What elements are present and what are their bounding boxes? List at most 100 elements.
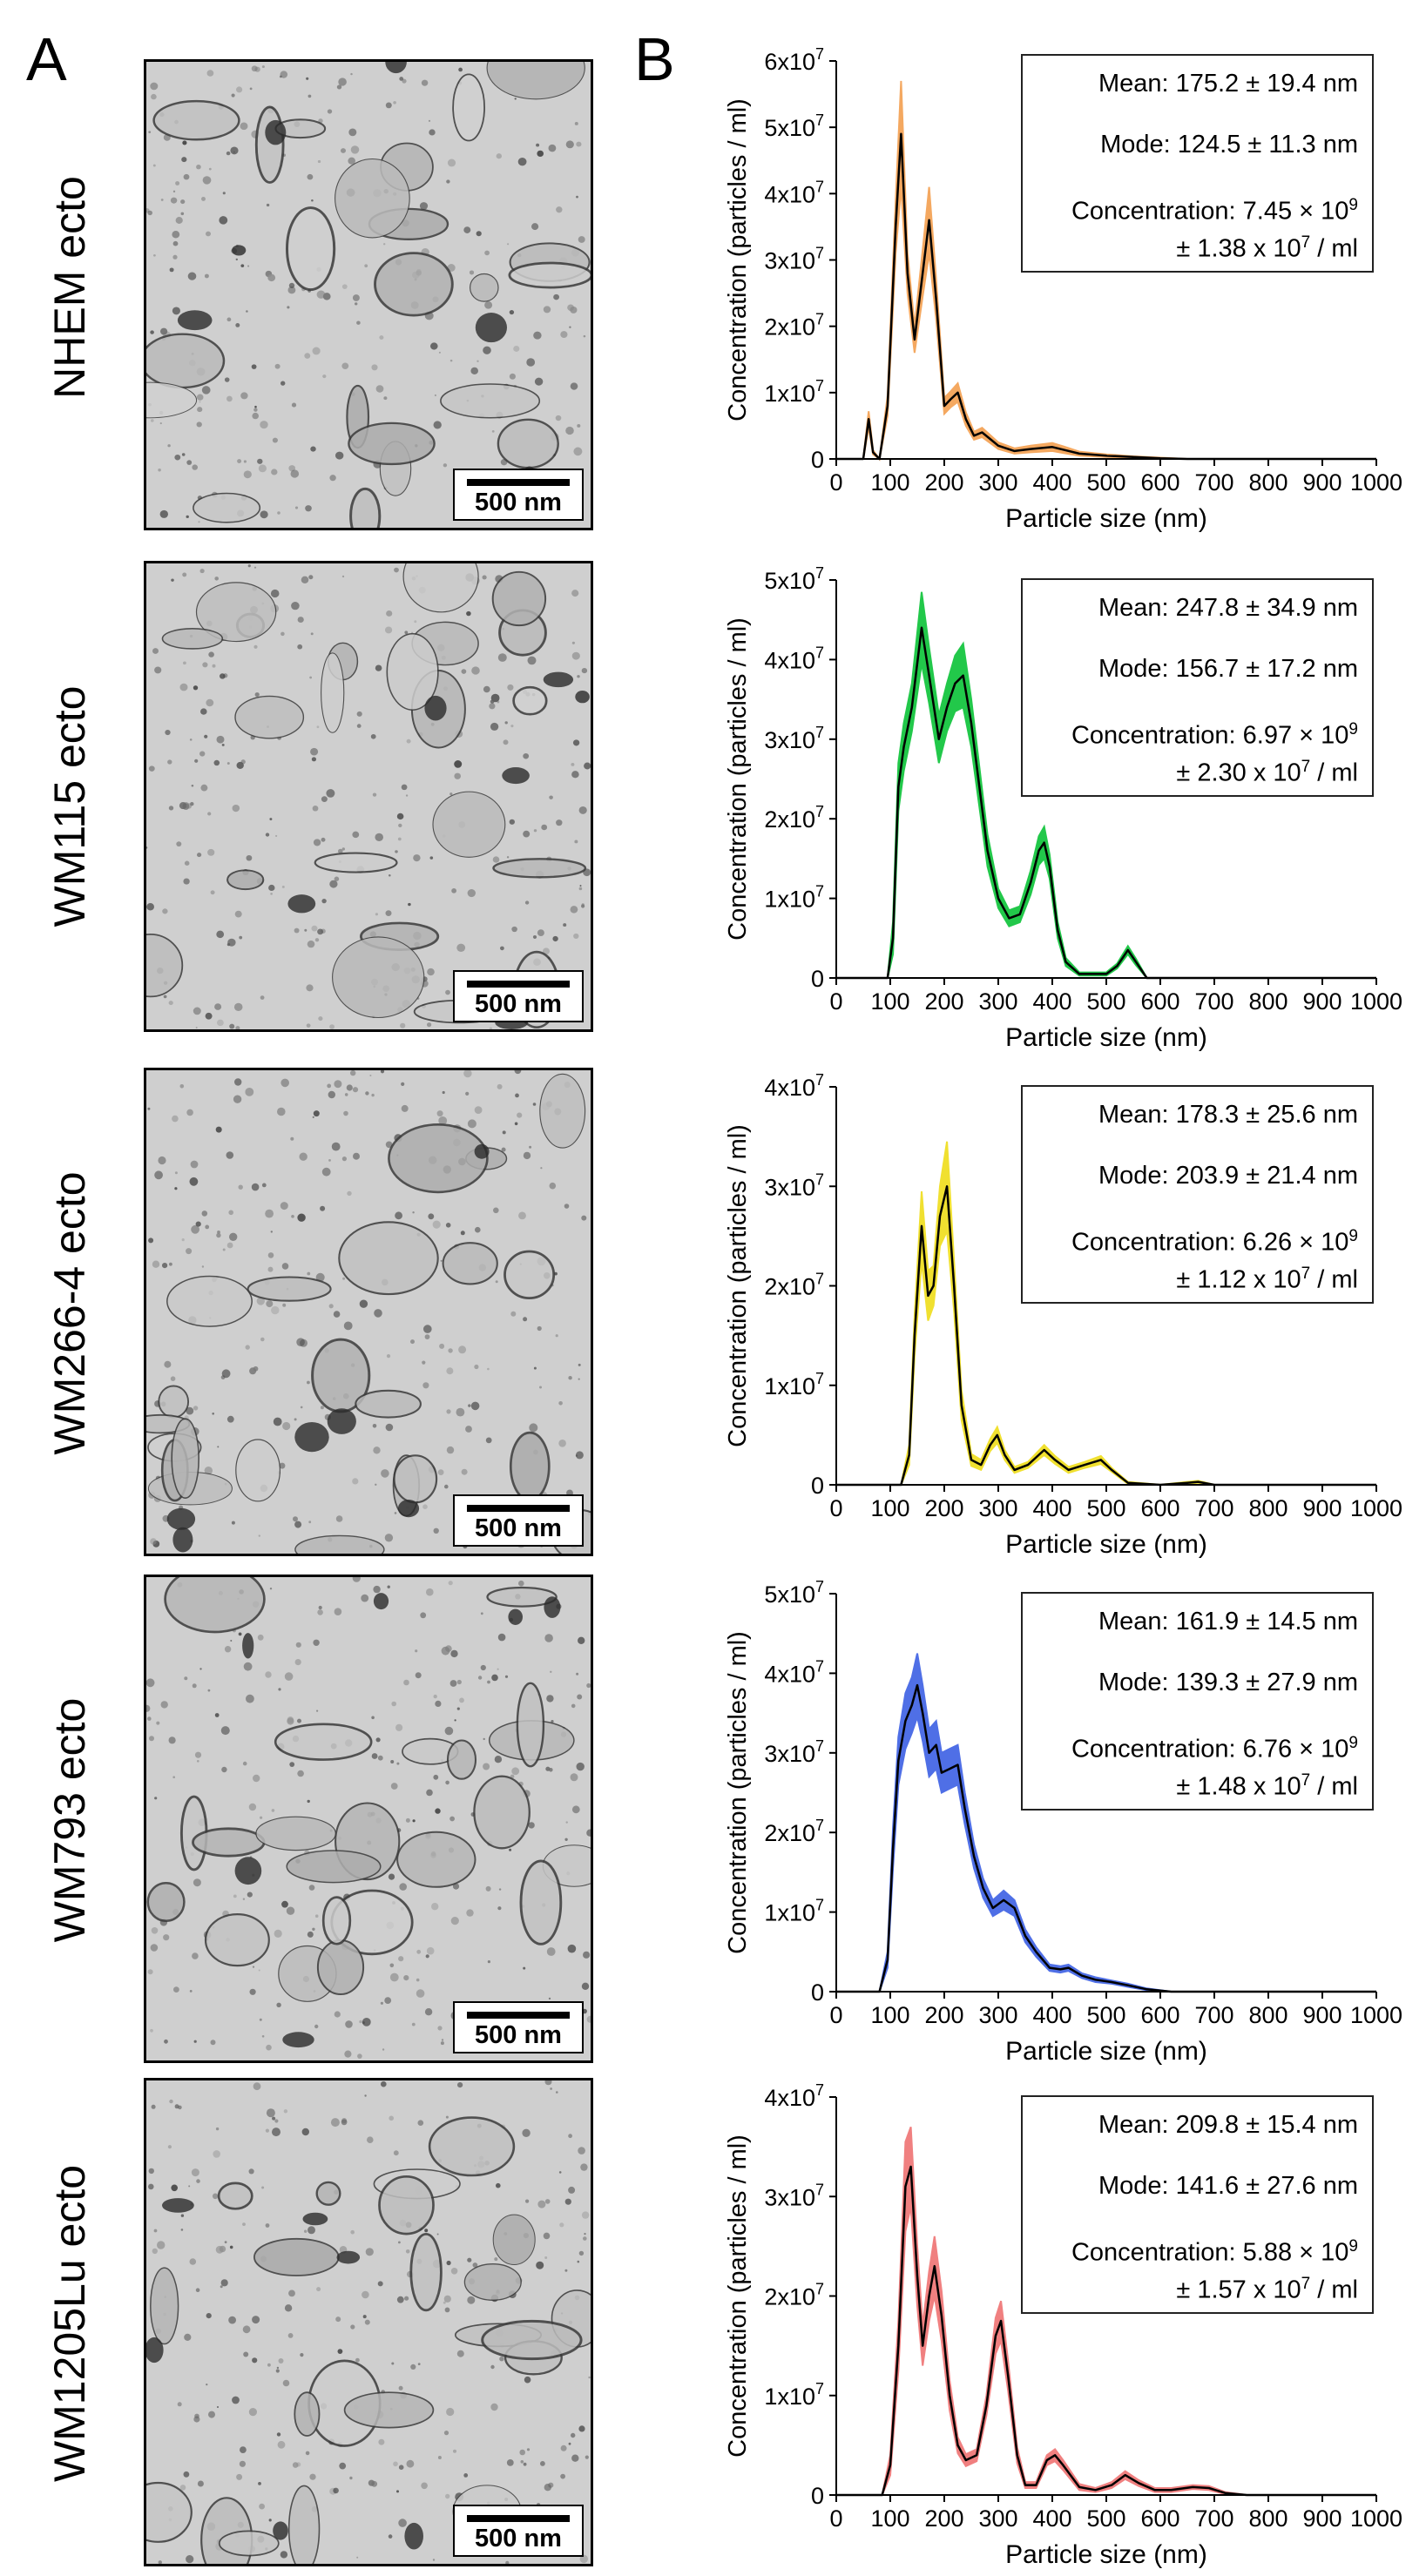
x-tick-label: 700 (1194, 2002, 1233, 2028)
sample-label: WM115 ecto (9, 554, 131, 1059)
panel-label-b: B (634, 25, 675, 93)
x-tick-label: 300 (978, 2002, 1017, 2028)
x-tick-label: 900 (1302, 469, 1342, 496)
size-distribution-chart: 0 100 200 300 400 500 600 700 800 900 1000 0 1x107 2x… (714, 1568, 1402, 2073)
x-tick-label: 200 (924, 469, 963, 496)
concentration-unit: / ml (1310, 1265, 1358, 1294)
x-tick-label: 900 (1302, 2505, 1342, 2532)
x-tick-label: 500 (1086, 469, 1125, 496)
concentration-unit: / ml (1310, 2276, 1358, 2304)
scale-bar: 500 nm (453, 1494, 584, 1547)
concentration-exp1: 9 (1348, 720, 1358, 738)
x-tick-label: 200 (924, 2002, 963, 2028)
concentration-exp2: 7 (1301, 1770, 1311, 1790)
sample-label: WM1205Lu ecto (9, 2071, 131, 2576)
x-tick-label: 0 (829, 2002, 842, 2028)
concentration-line1: Concentration: 5.88 × (1071, 2238, 1314, 2267)
x-tick-label: 900 (1302, 2002, 1342, 2028)
scale-bar: 500 nm (453, 469, 584, 521)
x-tick-label: 100 (870, 2505, 909, 2532)
micrograph-texture (146, 563, 591, 1029)
scale-bar-label: 500 nm (475, 1514, 562, 1542)
concentration-exp1: 9 (1348, 1734, 1358, 1752)
micrograph-texture (146, 1577, 591, 2060)
sample-name: WM115 ecto (45, 685, 94, 927)
distribution-line (836, 1185, 1376, 1487)
mode-text: Mode: 156.7 ± 17.2 nm (1098, 655, 1358, 683)
y-tick-label: 5x107 (764, 111, 824, 141)
concentration-line2: ± 1.38 x 10 (1176, 234, 1301, 263)
x-tick-label: 400 (1032, 2002, 1071, 2028)
x-tick-label: 1000 (1350, 2505, 1402, 2532)
error-band (836, 591, 1376, 979)
y-tick-label: 3x107 (764, 724, 824, 753)
y-tick-label: 5x107 (764, 1578, 824, 1608)
concentration-unit: / ml (1310, 234, 1358, 263)
y-axis-label: Concentration (particles / ml) (724, 1631, 752, 1954)
concentration-exp2: 7 (1301, 2274, 1311, 2293)
y-tick-label: 2x107 (764, 1817, 824, 1846)
concentration-text: Concentration: 7.45 × 109 ± 1.38 x 107 / … (1071, 196, 1358, 263)
scale-bar-label: 500 nm (475, 2021, 562, 2049)
x-tick-label: 500 (1086, 988, 1125, 1015)
y-tick-label: 0 (811, 1473, 824, 1499)
y-tick-label: 3x107 (764, 2181, 824, 2210)
concentration-line2: ± 1.12 x 10 (1176, 1265, 1301, 1294)
size-distribution-chart: 0 100 200 300 400 500 600 700 800 900 1000 0 1x107 2x… (714, 35, 1402, 540)
scale-bar-label: 500 nm (475, 489, 562, 516)
chart-svg: 0 100 200 300 400 500 600 700 800 900 1000 0 1x107 2x… (724, 1071, 1402, 1559)
x-axis-label: Particle size (nm) (1005, 1530, 1207, 1559)
x-tick-label: 300 (978, 469, 1017, 496)
x-tick-label: 1000 (1350, 2002, 1402, 2028)
y-axis-label: Concentration (particles / ml) (724, 98, 752, 421)
y-tick-label: 1x107 (764, 377, 824, 407)
sample-name: WM793 ecto (45, 1697, 94, 1943)
scale-bar-line (467, 2515, 570, 2522)
y-tick-label: 3x107 (764, 245, 824, 274)
error-band (836, 1653, 1376, 1993)
concentration-exp1: 9 (1348, 2237, 1358, 2256)
x-tick-label: 0 (829, 1495, 842, 1521)
x-tick-label: 500 (1086, 1495, 1125, 1521)
x-tick-label: 1000 (1350, 1495, 1402, 1521)
concentration-exp1: 9 (1348, 1227, 1358, 1245)
x-tick-label: 600 (1140, 469, 1179, 496)
x-tick-label: 100 (870, 469, 909, 496)
x-tick-label: 1000 (1350, 988, 1402, 1015)
sample-name: WM1205Lu ecto (45, 2164, 94, 2483)
x-axis-label: Particle size (nm) (1005, 1023, 1207, 1052)
y-axis-label: Concentration (particles / ml) (724, 617, 752, 941)
y-tick-label: 1x107 (764, 1897, 824, 1926)
error-band (836, 1141, 1376, 1487)
distribution-line (836, 626, 1376, 980)
chart-svg: 0 100 200 300 400 500 600 700 800 900 1000 0 1x107 2x… (724, 564, 1402, 1052)
scale-bar-line (467, 981, 570, 988)
concentration-line1: Concentration: 7.45 × (1071, 197, 1314, 226)
sample-row: WM266-4 ecto 500 nm 0 100 200 300 400 500 600 700… (0, 1061, 1426, 1566)
concentration-unit: / ml (1310, 759, 1358, 787)
micrograph-texture (146, 2080, 591, 2564)
x-tick-label: 800 (1248, 2505, 1287, 2532)
concentration-line1: Concentration: 6.76 × (1071, 1735, 1314, 1763)
x-axis-label: Particle size (nm) (1005, 2540, 1207, 2569)
stats-box: Mean: 209.8 ± 15.4 nm Mode: 141.6 ± 27.6 … (1021, 2095, 1374, 2315)
concentration-text: Concentration: 5.88 × 109 ± 1.57 x 107 / … (1071, 2237, 1358, 2304)
x-tick-label: 1000 (1350, 469, 1402, 496)
y-tick-label: 0 (811, 2483, 824, 2509)
sample-name: WM266-4 ecto (45, 1171, 94, 1455)
x-tick-label: 600 (1140, 2505, 1179, 2532)
concentration-exp1: 9 (1348, 196, 1358, 214)
concentration-unit: / ml (1310, 1772, 1358, 1801)
x-tick-label: 900 (1302, 1495, 1342, 1521)
scale-bar-line (467, 1505, 570, 1512)
x-tick-label: 400 (1032, 988, 1071, 1015)
mode-text: Mode: 124.5 ± 11.3 nm (1100, 131, 1358, 158)
x-tick-label: 300 (978, 988, 1017, 1015)
mean-text: Mean: 247.8 ± 34.9 nm (1098, 594, 1358, 622)
y-tick-label: 4x107 (764, 644, 824, 673)
concentration-line2: ± 1.57 x 10 (1176, 2276, 1301, 2304)
distribution-line (836, 2165, 1376, 2497)
y-tick-label: 2x107 (764, 2281, 824, 2310)
y-axis-label: Concentration (particles / ml) (724, 1124, 752, 1447)
x-tick-label: 700 (1194, 988, 1233, 1015)
